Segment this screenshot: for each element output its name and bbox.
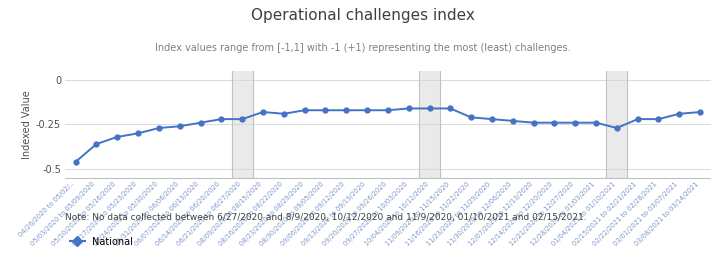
Text: Index values range from [-1,1] with -1 (+1) representing the most (least) challe: Index values range from [-1,1] with -1 (… <box>154 43 571 53</box>
Y-axis label: Indexed Value: Indexed Value <box>22 90 32 159</box>
Text: Note: No data collected between 6/27/2020 and 8/9/2020, 10/12/2020 and 11/9/2020: Note: No data collected between 6/27/202… <box>65 213 587 222</box>
Legend: National: National <box>70 236 133 247</box>
Bar <box>419 71 440 178</box>
Text: Operational challenges index: Operational challenges index <box>251 8 474 23</box>
Bar <box>606 71 627 178</box>
Bar <box>232 71 252 178</box>
